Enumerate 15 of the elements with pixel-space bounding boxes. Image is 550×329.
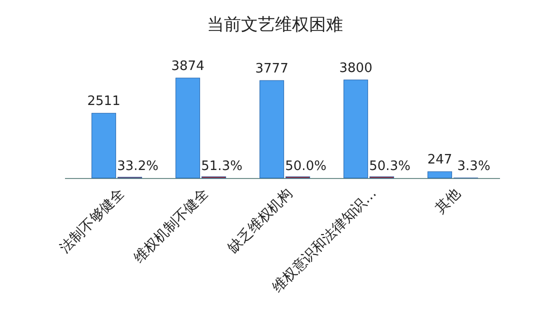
x-tick-label: 其他: [432, 186, 464, 217]
data-label: 3.3%: [457, 159, 490, 174]
x-tick-label: 法制不够健全: [57, 186, 128, 256]
x-tick-label: 维权机制不健全: [131, 186, 212, 266]
data-label: 33.2%: [117, 159, 158, 174]
data-label: 2511: [87, 94, 120, 110]
data-label: 51.3%: [201, 159, 242, 174]
data-label: 50.3%: [369, 159, 410, 174]
data-label: 247: [427, 152, 452, 168]
data-label: 3874: [171, 59, 204, 74]
data-label: 3800: [339, 60, 372, 76]
data-label: 50.0%: [285, 159, 326, 174]
chart-title: 当前文艺维权困难: [207, 15, 343, 35]
x-tick-label: 缺乏维权机构: [225, 186, 296, 256]
data-label: 3777: [255, 62, 288, 77]
